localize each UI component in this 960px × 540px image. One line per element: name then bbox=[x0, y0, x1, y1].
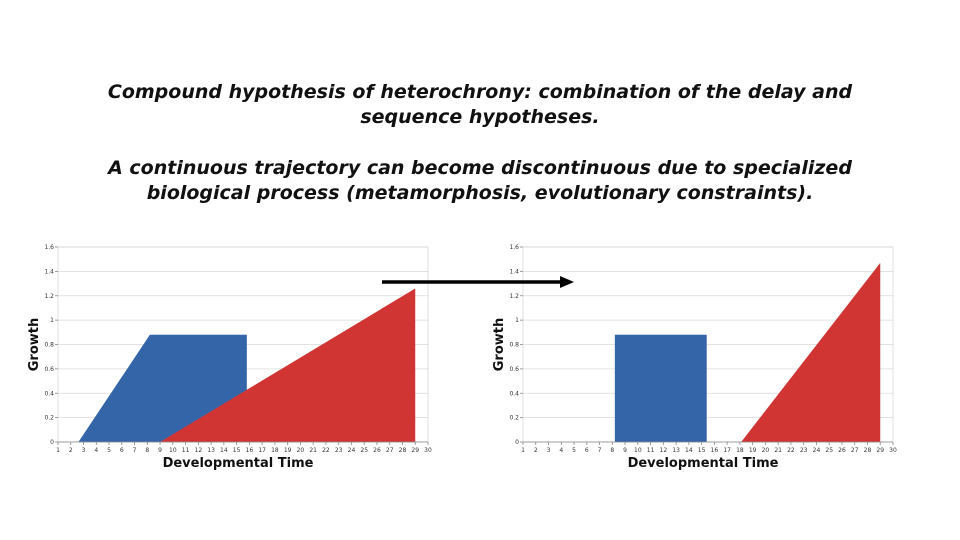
y-tick-label: 1.6 bbox=[509, 244, 519, 251]
series-red-area bbox=[741, 262, 881, 442]
y-tick-label: 1.4 bbox=[509, 268, 519, 275]
x-tick-label: 2 bbox=[534, 447, 538, 454]
y-tick-label: 0.6 bbox=[509, 366, 519, 373]
x-tick-label: 14 bbox=[685, 447, 693, 454]
y-tick-label: 0.4 bbox=[44, 390, 54, 397]
x-tick-label: 9 bbox=[158, 447, 162, 454]
x-tick-label: 11 bbox=[647, 447, 655, 454]
x-tick-label: 5 bbox=[107, 447, 111, 454]
y-tick-label: 0 bbox=[515, 439, 519, 446]
x-tick-label: 13 bbox=[672, 447, 680, 454]
x-tick-label: 18 bbox=[736, 447, 744, 454]
x-tick-label: 9 bbox=[623, 447, 627, 454]
x-tick-label: 24 bbox=[813, 447, 821, 454]
x-tick-label: 4 bbox=[559, 447, 563, 454]
x-tick-label: 23 bbox=[335, 447, 343, 454]
chart-continuous-trajectory: 00.20.40.60.811.21.41.61 2 3 4 5 6 7 8 9 10 11 12 13… bbox=[27, 244, 432, 471]
x-tick-label: 7 bbox=[133, 447, 137, 454]
x-tick-label: 12 bbox=[195, 447, 203, 454]
y-tick-label: 0.8 bbox=[44, 342, 54, 349]
x-tick-label: 26 bbox=[838, 447, 846, 454]
x-axis-title: Developmental Time bbox=[628, 456, 779, 471]
x-tick-label: 18 bbox=[271, 447, 279, 454]
transition-arrow-icon bbox=[382, 276, 574, 288]
slide-heading-delay-sequence: Compound hypothesis of heterochrony: com… bbox=[107, 81, 853, 128]
y-tick-label: 1.2 bbox=[509, 293, 519, 300]
y-axis-title: Growth bbox=[27, 318, 42, 372]
x-tick-label: 10 bbox=[634, 447, 642, 454]
x-tick-label: 28 bbox=[864, 447, 872, 454]
x-tick-label: 3 bbox=[547, 447, 551, 454]
x-tick-label: 20 bbox=[762, 447, 770, 454]
y-tick-label: 1 bbox=[515, 317, 519, 324]
y-tick-label: 1 bbox=[50, 317, 54, 324]
y-tick-label: 1.6 bbox=[44, 244, 54, 251]
x-tick-label: 21 bbox=[774, 447, 782, 454]
x-tick-label: 3 bbox=[82, 447, 86, 454]
x-tick-label: 8 bbox=[610, 447, 614, 454]
slide-heading-discontinuous-trajectory: A continuous trajectory can become disco… bbox=[108, 157, 852, 204]
x-tick-label: 24 bbox=[348, 447, 356, 454]
x-tick-label: 28 bbox=[399, 447, 407, 454]
x-tick-label: 12 bbox=[660, 447, 668, 454]
x-tick-label: 13 bbox=[207, 447, 215, 454]
series-blue-area bbox=[614, 334, 707, 442]
x-tick-label: 30 bbox=[889, 447, 897, 454]
x-tick-label: 16 bbox=[246, 447, 254, 454]
x-tick-label: 26 bbox=[373, 447, 381, 454]
x-tick-label: 21 bbox=[309, 447, 317, 454]
y-axis-title: Growth bbox=[492, 318, 507, 372]
x-tick-label: 22 bbox=[787, 447, 795, 454]
y-tick-label: 0.2 bbox=[509, 415, 519, 422]
x-tick-label: 23 bbox=[800, 447, 808, 454]
x-tick-label: 8 bbox=[145, 447, 149, 454]
x-tick-label: 17 bbox=[258, 447, 266, 454]
x-tick-label: 1 bbox=[521, 447, 525, 454]
y-tick-label: 0 bbox=[50, 439, 54, 446]
x-tick-label: 7 bbox=[598, 447, 602, 454]
x-tick-label: 25 bbox=[825, 447, 833, 454]
x-tick-label: 30 bbox=[424, 447, 432, 454]
x-tick-label: 1 bbox=[56, 447, 60, 454]
x-tick-label: 4 bbox=[94, 447, 98, 454]
x-tick-label: 25 bbox=[360, 447, 368, 454]
x-tick-label: 10 bbox=[169, 447, 177, 454]
y-tick-label: 1.2 bbox=[44, 293, 54, 300]
y-tick-label: 0.2 bbox=[44, 415, 54, 422]
x-tick-label: 6 bbox=[120, 447, 124, 454]
x-tick-label: 15 bbox=[698, 447, 706, 454]
x-tick-label: 22 bbox=[322, 447, 330, 454]
y-tick-label: 1.4 bbox=[44, 268, 54, 275]
x-tick-label: 17 bbox=[723, 447, 731, 454]
x-tick-label: 2 bbox=[69, 447, 73, 454]
x-tick-label: 19 bbox=[284, 447, 292, 454]
x-tick-label: 27 bbox=[386, 447, 394, 454]
x-tick-label: 11 bbox=[182, 447, 190, 454]
x-tick-label: 27 bbox=[851, 447, 859, 454]
x-tick-label: 15 bbox=[233, 447, 241, 454]
x-tick-label: 14 bbox=[220, 447, 228, 454]
chart-discontinuous-trajectory: 00.20.40.60.811.21.41.61 2 3 4 5 6 7 8 9 10 11 12 13… bbox=[492, 244, 897, 471]
y-tick-label: 0.6 bbox=[44, 366, 54, 373]
x-tick-label: 6 bbox=[585, 447, 589, 454]
x-tick-label: 16 bbox=[711, 447, 719, 454]
y-tick-label: 0.8 bbox=[509, 342, 519, 349]
x-tick-label: 29 bbox=[411, 447, 419, 454]
x-axis-title: Developmental Time bbox=[163, 456, 314, 471]
x-tick-label: 29 bbox=[876, 447, 884, 454]
x-tick-label: 5 bbox=[572, 447, 576, 454]
x-tick-label: 20 bbox=[297, 447, 305, 454]
y-tick-label: 0.4 bbox=[509, 390, 519, 397]
x-tick-label: 19 bbox=[749, 447, 757, 454]
